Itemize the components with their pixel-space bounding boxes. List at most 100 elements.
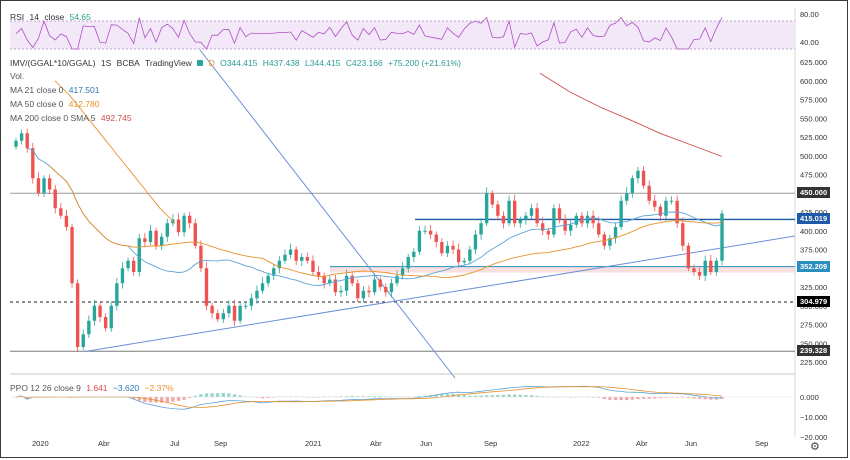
rsi-legend: RSI 14 close 54.65 <box>10 12 94 22</box>
ppo-label: PPO 12 26 close 9 <box>10 383 81 393</box>
ma50-line <box>49 165 723 278</box>
candle-body <box>154 230 158 246</box>
candle-body <box>524 215 528 220</box>
price-badge: 304.979 <box>797 296 831 308</box>
candle-body <box>204 268 209 306</box>
main-legend: IMV/(GGAL*10/GGAL) 1S BCBA TradingView D… <box>10 58 464 68</box>
candle-body <box>496 204 500 216</box>
ma21-label: MA 21 close 0 <box>10 85 64 95</box>
candle-body <box>384 287 388 293</box>
candle-body <box>686 245 691 269</box>
volume-legend[interactable]: Vol. <box>10 71 25 81</box>
settings-gear-icon[interactable]: ⚙ <box>810 441 820 453</box>
time-tick-label: 2020 <box>32 439 49 448</box>
candle-body <box>541 223 545 231</box>
price-tick-label: 475.000 <box>800 171 827 180</box>
rsi-value: 54.65 <box>69 12 91 22</box>
candle-body <box>59 208 63 216</box>
interval[interactable]: 1S <box>100 58 112 68</box>
ppo-hist-bar <box>434 394 438 397</box>
rsi-name: RSI <box>10 12 25 22</box>
ohlc-high: H437.438 <box>262 58 300 68</box>
candle-body <box>19 133 24 141</box>
candle-body <box>456 249 461 263</box>
candle-body <box>451 245 455 250</box>
ppo-hist-bar <box>216 393 220 397</box>
ppo-legend[interactable]: PPO 12 26 close 9 1.641 −3.620 −2.37% <box>10 383 177 393</box>
candle-body <box>669 200 674 202</box>
candle-body <box>585 215 590 224</box>
symbol-name[interactable]: IMV/(GGAL*10/GGAL) <box>10 58 96 68</box>
ppo-hist-bar <box>350 395 354 397</box>
ppo-hist-bar <box>137 397 141 401</box>
ppo-hist-bar <box>658 397 663 399</box>
candle-body <box>137 238 141 272</box>
candle-body <box>109 305 113 329</box>
candle-body <box>165 223 169 237</box>
candle-body <box>70 227 74 284</box>
time-tick-label: Abr <box>636 439 648 448</box>
candle-body <box>697 272 702 276</box>
candle-body <box>126 260 130 269</box>
candle-body <box>249 298 254 306</box>
candle-body <box>305 257 310 261</box>
exchange: BCBA <box>116 58 140 68</box>
candle-body <box>658 206 663 216</box>
candle-body <box>647 185 651 201</box>
time-tick-label: Sep <box>214 439 227 448</box>
price-tick-label: 225.000 <box>800 358 827 367</box>
ppo-hist-bar <box>507 394 511 397</box>
candle-body <box>288 249 293 255</box>
candle-body <box>395 275 399 284</box>
ppo-hist-bar <box>367 396 371 397</box>
candle-body <box>709 260 713 272</box>
ppo-hist-bar <box>636 397 640 400</box>
ppo-hist-bar <box>143 397 147 402</box>
candle-body <box>255 290 259 299</box>
price-badge: 239.328 <box>797 345 831 357</box>
ppo-hist-bar <box>462 395 466 397</box>
price-tick-label: 375.000 <box>800 246 827 255</box>
candle-body <box>182 215 186 233</box>
ppo-hist-bar <box>490 395 494 397</box>
candle-body <box>272 268 276 276</box>
rsi-tick-label: 40.00 <box>800 38 819 47</box>
ppo-hist-bar <box>518 394 522 397</box>
price-tick-label: 600.000 <box>800 77 827 86</box>
ppo-hist-bar <box>647 397 651 399</box>
candle-body <box>557 208 562 220</box>
ppo-hist-bar <box>188 397 192 399</box>
candle-body <box>92 305 97 321</box>
ohlc-close: C423.166 <box>345 58 383 68</box>
candle-body <box>591 215 595 224</box>
candle-body <box>473 234 478 250</box>
candle-body <box>501 215 506 224</box>
ma200-legend[interactable]: MA 200 close 0 SMA 5 492.745 <box>10 113 135 123</box>
ma50-label: MA 50 close 0 <box>10 99 64 109</box>
ppo-hist-bar <box>25 397 29 399</box>
ma21-legend[interactable]: MA 21 close 0 417.501 <box>10 85 103 95</box>
candle-body <box>277 260 282 269</box>
ma50-legend[interactable]: MA 50 close 0 412.780 <box>10 99 103 109</box>
candle-body <box>143 238 147 242</box>
rsi-tick-label: 80.00 <box>800 10 819 19</box>
price-tick-label: 325.000 <box>800 283 827 292</box>
candle-body <box>417 230 422 252</box>
candle-body <box>535 208 539 224</box>
candle-body <box>361 290 366 299</box>
candle-body <box>406 257 410 269</box>
time-tick-label: Jun <box>420 439 432 448</box>
candle-body <box>613 227 618 239</box>
ppo-hist-bar <box>260 397 265 399</box>
candle-body <box>53 189 57 209</box>
candle-body <box>423 230 427 232</box>
candle-body <box>188 215 192 224</box>
candle-body <box>344 275 349 291</box>
ppo-hist-bar <box>283 396 287 397</box>
ppo-hist-bar <box>664 397 668 398</box>
ppo-hist-bar <box>653 397 657 399</box>
candle-body <box>641 170 646 186</box>
candle-body <box>692 268 696 272</box>
candle-body <box>440 242 444 254</box>
